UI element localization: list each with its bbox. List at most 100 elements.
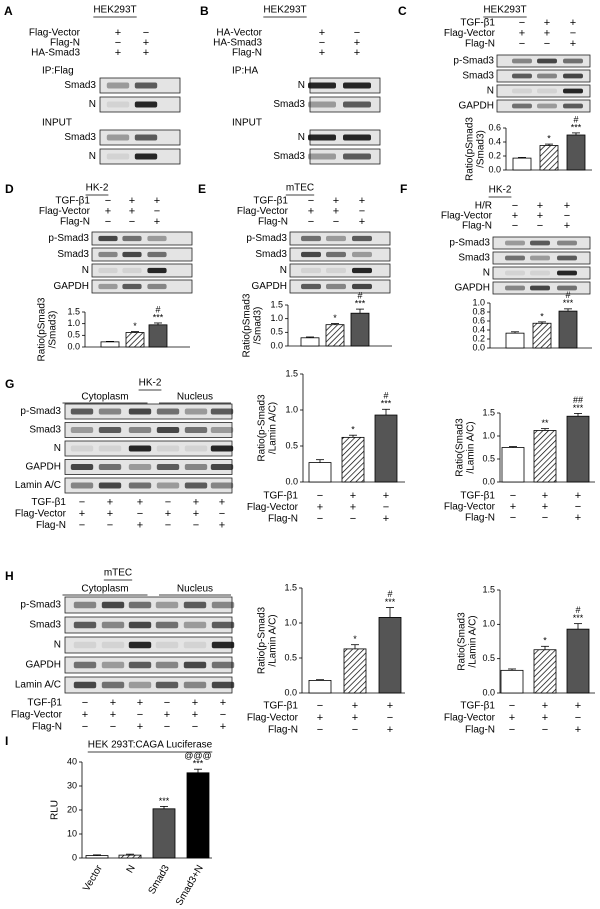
significance-label: *** [193, 759, 204, 769]
treatment-label: HA-Vector [216, 28, 262, 39]
panel-title: HK-2 [86, 183, 109, 194]
x-tick-label: Smad3+N [174, 863, 206, 907]
fraction-label: Cytoplasm [81, 392, 128, 403]
treatment-sign: − [512, 220, 518, 232]
treatment-sign: + [564, 200, 570, 212]
blot-label: p-Smad3 [246, 233, 287, 244]
treatment-label: Flag-Vector [237, 206, 289, 217]
treatment-sign: − [319, 37, 325, 49]
y-tick-label: 0.5 [482, 653, 495, 663]
panel-letter: E [198, 182, 206, 196]
blot-label: N [298, 132, 305, 143]
treatment-sign: + [319, 27, 325, 39]
blot-band [147, 251, 167, 258]
treatment-sign: − [570, 27, 576, 39]
treatment-label: TGF-β1 [263, 701, 298, 712]
blot-band [530, 270, 550, 276]
blot-band [505, 270, 525, 276]
y-tick-label: 0.0 [67, 341, 80, 351]
blot-band [73, 681, 97, 689]
blot-image [496, 99, 591, 113]
blot-label: p-Smad3 [48, 233, 89, 244]
blot-band [98, 267, 118, 274]
treatment-sign: + [354, 47, 360, 59]
bar [532, 322, 552, 349]
treatment-sign: − [387, 712, 393, 724]
y-tick-label: 1.0 [472, 297, 485, 307]
treatment-sign: + [512, 210, 518, 222]
treatment-label: Flag-Vector [39, 206, 91, 217]
blot-band [563, 58, 583, 64]
y-tick-label: 40 [67, 756, 77, 766]
treatment-label: HA-Smad3 [213, 38, 262, 49]
treatment-sign: − [317, 700, 323, 712]
y-tick-label: 0.0 [284, 687, 297, 697]
significance-label: # [357, 290, 362, 300]
blot-label: N [89, 99, 96, 110]
blot-band [128, 408, 152, 415]
blot-band [563, 103, 583, 109]
y-tick-label: 0.5 [285, 440, 298, 450]
y-tick-label: 30 [67, 780, 77, 790]
blot-band [106, 101, 130, 108]
blot-band [106, 153, 130, 160]
blot-band [557, 240, 577, 246]
panel-title: HK-2 [139, 378, 162, 389]
bar [148, 324, 168, 348]
blot-band [512, 103, 532, 109]
treatment-sign: − [575, 501, 581, 513]
blot-band [128, 445, 152, 452]
bar [374, 414, 398, 483]
treatment-sign: − [575, 712, 581, 724]
blot-band [505, 240, 525, 246]
blot-label: Smad3 [462, 71, 494, 82]
panel-letter: A [4, 4, 13, 18]
blot-label: Lamin A/C [15, 480, 61, 491]
treatment-sign: − [308, 216, 314, 228]
panel-letter: B [200, 4, 209, 18]
treatment-sign: + [542, 490, 548, 502]
blot-band [183, 661, 207, 669]
blot-band [106, 134, 130, 141]
treatment-label: Flag-N [462, 221, 492, 232]
treatment-sign: + [192, 709, 198, 721]
blot-band [211, 641, 235, 649]
treatment-sign: + [115, 47, 121, 59]
treatment-sign: − [519, 17, 525, 29]
blot-label: p-Smad3 [20, 406, 61, 417]
blot-band [147, 267, 167, 274]
panel-title: mTEC [104, 568, 132, 579]
treatment-sign: − [317, 513, 323, 525]
blot-band [537, 58, 557, 64]
panel-title: mTEC [286, 183, 314, 194]
treatment-sign: − [105, 216, 111, 228]
treatment-sign: − [354, 27, 360, 39]
blot-band [101, 661, 125, 669]
y-tick-label: 1.5 [67, 306, 80, 316]
bar [152, 808, 176, 859]
significance-label: *** [573, 613, 584, 623]
y-tick-label: 1.5 [285, 368, 298, 378]
treatment-sign: + [575, 700, 581, 712]
treatment-sign: − [154, 205, 160, 217]
blot-image [289, 263, 391, 278]
significance-label: * [543, 636, 547, 646]
significance-label: # [387, 589, 392, 599]
treatment-label: Flag-Vector [15, 509, 67, 520]
treatment-sign: + [137, 721, 143, 733]
y-axis-label: /Smad3) [48, 311, 59, 349]
y-tick-label: 1.5 [270, 299, 283, 309]
treatment-sign: + [542, 700, 548, 712]
blot-image [91, 231, 193, 246]
x-tick-label: N [125, 863, 138, 875]
blot-band [537, 88, 557, 94]
significance-label: * [351, 425, 355, 435]
blot-band [98, 445, 122, 452]
blot-label: GAPDH [454, 283, 490, 294]
treatment-sign: + [333, 195, 339, 207]
blot-band [352, 235, 372, 242]
blot-band [563, 73, 583, 79]
y-axis-label: Ratio(pSmad3 [37, 297, 48, 361]
bar [308, 680, 332, 694]
blot-band [73, 641, 97, 649]
